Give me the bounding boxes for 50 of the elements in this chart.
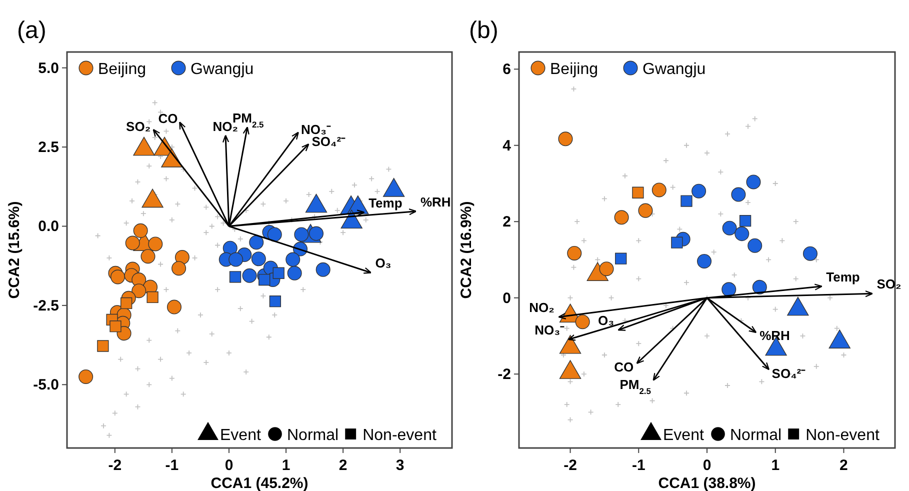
series-label: NO₂ bbox=[529, 300, 555, 315]
annotation: Normal bbox=[730, 427, 782, 444]
annotation: Non-event bbox=[362, 427, 437, 444]
x-tick-label: 0 bbox=[702, 457, 712, 474]
x-tick-label: 0 bbox=[224, 457, 234, 474]
series-label: %RH bbox=[420, 194, 451, 210]
series-label: PM$_{2.5}$ bbox=[620, 376, 652, 396]
legend-label: Beijing bbox=[98, 61, 146, 78]
legend-label: Gwangju bbox=[190, 61, 254, 78]
series-label: SO₄²⁻ bbox=[772, 366, 806, 381]
x-axis-title: CCA1 (45.2%) bbox=[210, 475, 308, 491]
x-tick-label: 2 bbox=[338, 457, 348, 474]
y-tick-label: 5.0 bbox=[38, 60, 59, 77]
y-tick-label: 2.5 bbox=[38, 139, 59, 156]
annotation: Event bbox=[663, 427, 704, 444]
y-axis-title: CCA2 (15.6%) bbox=[6, 201, 23, 299]
legend-label: Beijing bbox=[550, 61, 598, 78]
y-tick-label: 2 bbox=[502, 214, 511, 231]
x-axis-title: CCA1 (38.8%) bbox=[658, 475, 756, 491]
series-label: NO₃⁻ bbox=[534, 322, 566, 338]
x-tick-label: -2 bbox=[108, 457, 122, 474]
y-tick-label: 0.0 bbox=[38, 218, 59, 236]
y-tick-label: -2.5 bbox=[33, 297, 59, 314]
legend-label: Gwangju bbox=[642, 61, 706, 78]
x-tick-label: 1 bbox=[282, 457, 290, 474]
chart-title: (a) bbox=[17, 17, 46, 44]
x-tick-label: -1 bbox=[632, 457, 646, 474]
x-tick-label: -1 bbox=[165, 457, 179, 474]
annotation: Non-event bbox=[806, 427, 880, 444]
series-label: SO₂ bbox=[126, 118, 151, 134]
series-label: O₃ bbox=[598, 312, 614, 328]
series-label: CO bbox=[614, 359, 634, 374]
x-tick-label: 3 bbox=[396, 457, 404, 474]
y-tick-label: 6 bbox=[502, 61, 511, 78]
x-tick-label: -2 bbox=[564, 457, 577, 474]
y-axis-title: CCA2 (16.9%) bbox=[458, 201, 475, 299]
x-tick-label: 2 bbox=[840, 457, 848, 474]
series-label: O₃ bbox=[375, 255, 392, 270]
y-tick-label: -5.0 bbox=[33, 376, 59, 394]
series-label: Temp bbox=[368, 195, 402, 210]
series-label: Temp bbox=[826, 269, 860, 284]
series-label: CO bbox=[158, 111, 178, 126]
annotation: Normal bbox=[287, 427, 339, 444]
y-tick-label: 4 bbox=[502, 137, 512, 154]
y-tick-label: 0 bbox=[502, 290, 511, 307]
chart-title: (b) bbox=[469, 17, 498, 44]
y-tick-label: -2 bbox=[498, 366, 511, 384]
annotation: Event bbox=[220, 427, 262, 444]
x-tick-label: 1 bbox=[771, 457, 780, 474]
series-label: %RH bbox=[760, 328, 790, 344]
